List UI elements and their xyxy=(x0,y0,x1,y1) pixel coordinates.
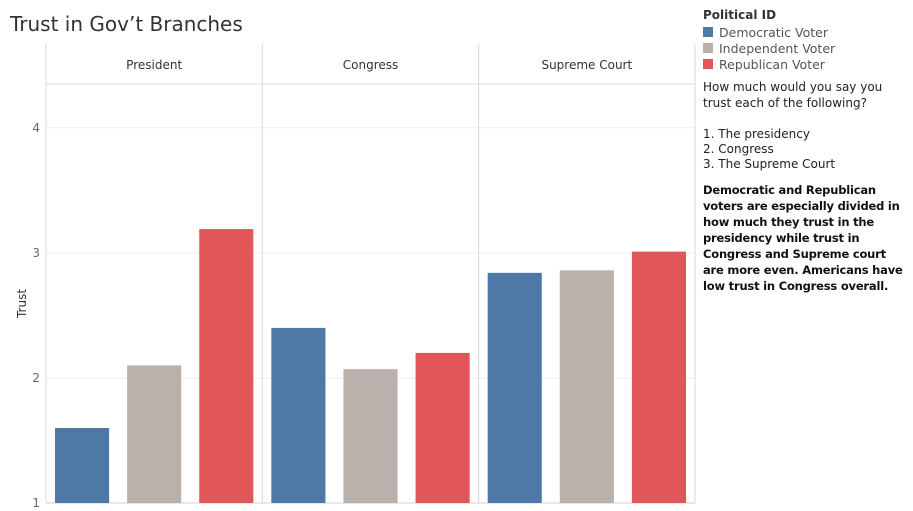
legend: Political ID Democratic Voter Independen… xyxy=(703,8,908,72)
legend-swatch-republican xyxy=(703,59,713,69)
legend-item-democratic[interactable]: Democratic Voter xyxy=(703,24,908,40)
legend-item-republican[interactable]: Republican Voter xyxy=(703,56,908,72)
annotation-question: How much would you say you trust each of… xyxy=(703,80,883,110)
y-tick-label-4: 4 xyxy=(32,121,40,135)
y-tick-label-3: 3 xyxy=(32,246,40,260)
y-tick-label-2: 2 xyxy=(32,371,40,385)
legend-swatch-independent xyxy=(703,43,713,53)
bar-republican-voter-congress xyxy=(415,352,470,503)
bar-republican-voter-supreme-court xyxy=(631,251,686,503)
annotation-item-presidency: 1. The presidency xyxy=(703,127,810,141)
bar-independent-voter-congress xyxy=(343,369,398,503)
annotation-insight: Democratic and Republican voters are esp… xyxy=(703,183,903,293)
annotation-list: 1. The presidency 2. Congress 3. The Sup… xyxy=(703,127,908,172)
legend-label-independent: Independent Voter xyxy=(719,40,836,56)
category-label-president: President xyxy=(126,58,182,72)
annotation-item-supreme-court: 3. The Supreme Court xyxy=(703,157,836,171)
bar-chart: President Congress Supreme Court 1 2 3 4 Trust xyxy=(15,44,696,510)
bar-independent-voter-supreme-court xyxy=(559,270,614,503)
chart-title: Trust in Gov’t Branches xyxy=(10,12,243,36)
bar-independent-voter-president xyxy=(127,365,182,503)
bar-democratic-voter-congress xyxy=(271,327,326,503)
legend-swatch-democratic xyxy=(703,27,713,37)
legend-item-independent[interactable]: Independent Voter xyxy=(703,40,908,56)
annotation-panel: How much would you say you trust each of… xyxy=(703,79,908,294)
y-tick-label-1: 1 xyxy=(32,496,40,510)
legend-label-republican: Republican Voter xyxy=(719,56,825,72)
annotation-item-congress: 2. Congress xyxy=(703,142,774,156)
category-label-supreme-court: Supreme Court xyxy=(541,58,632,72)
bar-democratic-voter-president xyxy=(55,427,110,503)
legend-title: Political ID xyxy=(703,8,777,22)
category-label-congress: Congress xyxy=(343,58,399,72)
legend-label-democratic: Democratic Voter xyxy=(719,24,828,40)
y-axis-label: Trust xyxy=(15,289,29,319)
bar-republican-voter-president xyxy=(199,229,254,504)
bar-democratic-voter-supreme-court xyxy=(487,272,542,503)
